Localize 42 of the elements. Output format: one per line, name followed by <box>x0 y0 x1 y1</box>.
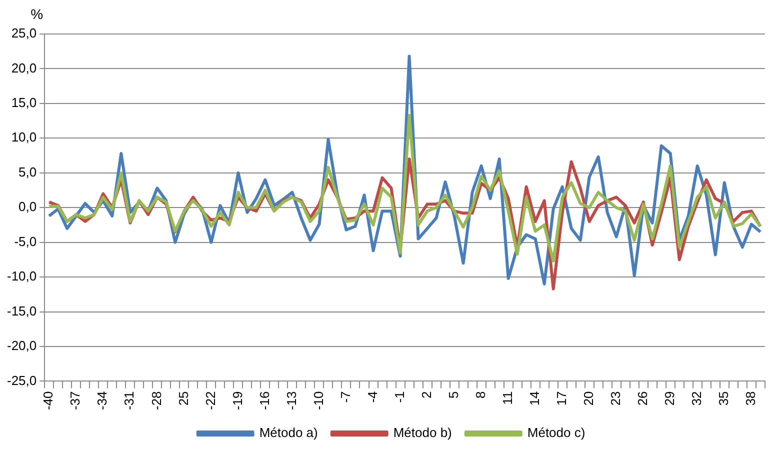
legend-label: Método a) <box>259 425 318 440</box>
x-tick-label: -7 <box>338 391 353 403</box>
x-tick-label: 38 <box>742 391 758 406</box>
x-tick-label: -40 <box>40 391 56 410</box>
x-tick-label: -1 <box>392 391 407 403</box>
y-axis-title: % <box>30 6 44 22</box>
x-tick-label: 8 <box>472 391 488 398</box>
y-tick-label: -20,0 <box>6 338 37 354</box>
x-tick-label: 20 <box>580 391 596 406</box>
x-tick-label: 11 <box>500 391 515 405</box>
legend-label: Método c) <box>527 425 586 440</box>
x-tick-label: -28 <box>148 391 164 410</box>
x-tick-label: -13 <box>284 391 299 410</box>
x-tick-label: 32 <box>688 391 704 406</box>
legend-label: Método b) <box>393 425 452 440</box>
y-tick-label: -15,0 <box>6 303 37 318</box>
y-tick-label: 5,0 <box>18 164 37 180</box>
x-tick-label: 25 <box>176 391 191 406</box>
x-tick-label: -4 <box>364 391 380 403</box>
x-tick-label: 17 <box>554 391 569 406</box>
x-tick-label: 5 <box>446 391 461 398</box>
x-tick-label: -37 <box>68 391 83 410</box>
y-tick-label: 15,0 <box>11 95 37 110</box>
y-tick-label: 10,0 <box>11 130 37 145</box>
x-tick-label: 29 <box>662 391 677 406</box>
y-tick-label: -5,0 <box>14 234 37 249</box>
x-tick-label: -16 <box>256 391 272 410</box>
x-tick-label: -19 <box>230 391 245 410</box>
x-tick-label: 23 <box>608 391 623 406</box>
x-tick-label: 14 <box>526 391 542 406</box>
y-tick-label: 20,0 <box>11 60 37 76</box>
x-tick-label: -34 <box>94 391 110 410</box>
y-tick-label: 0,0 <box>18 199 37 214</box>
x-tick-label: -10 <box>310 391 326 410</box>
x-tick-label: -31 <box>122 391 137 410</box>
y-tick-label: 25,0 <box>11 26 37 41</box>
y-tick-label: -25,0 <box>6 372 37 388</box>
x-tick-label: 26 <box>634 391 650 406</box>
x-tick-label: 35 <box>716 391 731 406</box>
x-tick-label: -22 <box>202 391 218 410</box>
y-tick-label: -10,0 <box>6 268 37 284</box>
x-tick-label: 2 <box>418 391 434 398</box>
